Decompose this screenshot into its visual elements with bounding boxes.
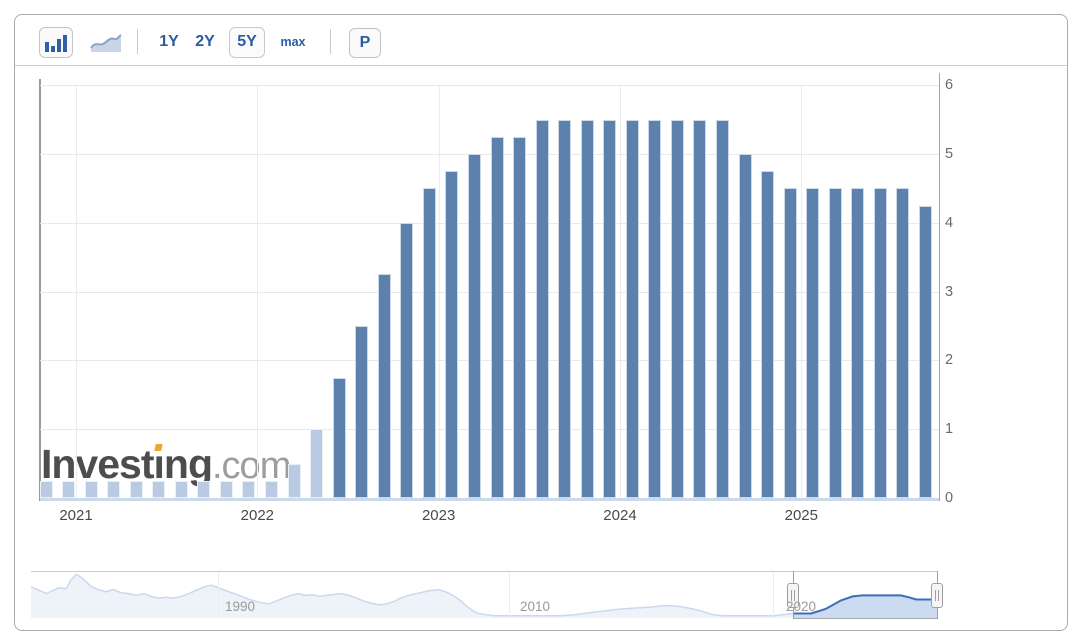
navigator-right-handle[interactable]	[931, 583, 943, 608]
rate-bar[interactable]	[580, 119, 594, 498]
rate-bar[interactable]	[513, 136, 527, 498]
range-button-2y[interactable]: 2Y	[195, 33, 215, 50]
navigator-history-line	[31, 573, 793, 617]
navigator-year-gridline	[773, 572, 774, 618]
bar-chart-type-button[interactable]	[39, 27, 73, 58]
y-gridline	[40, 222, 939, 224]
range-button-max[interactable]: max	[280, 35, 306, 49]
rate-bar[interactable]	[603, 119, 617, 498]
y-gridline	[40, 429, 939, 431]
rate-bar[interactable]	[219, 480, 233, 498]
y-axis-label: 4	[945, 214, 954, 231]
rate-bar[interactable]	[783, 188, 797, 498]
navigator-selected-line	[792, 594, 937, 615]
y-gridline	[40, 360, 939, 362]
year-gridline	[619, 85, 621, 498]
navigator-year-label: 2010	[519, 599, 551, 614]
rate-bar[interactable]	[670, 119, 684, 498]
navigator-mini-chart[interactable]	[31, 571, 937, 619]
rate-bar[interactable]	[490, 136, 504, 498]
year-gridline	[76, 85, 77, 498]
rate-bar[interactable]	[242, 480, 256, 498]
navigator-year-gridline	[509, 572, 510, 618]
rate-bar[interactable]	[716, 119, 729, 498]
rate-bar[interactable]	[152, 480, 166, 498]
y-axis-label: 5	[945, 146, 954, 162]
rate-bar[interactable]	[896, 188, 910, 498]
rate-bar[interactable]	[693, 119, 707, 498]
investing-watermark-logo: Investı ng.com	[41, 441, 291, 487]
x-axis-baseline	[40, 498, 939, 501]
navigator-year-label: 2020	[785, 599, 817, 614]
rate-bar[interactable]	[310, 429, 324, 498]
chart-toolbar: 1Y 2Y 5Y max P	[15, 15, 1067, 66]
navigator-year-label: 1990	[224, 599, 256, 614]
area-chart-icon	[90, 33, 122, 52]
y-gridline	[40, 291, 939, 293]
rate-bar[interactable]	[197, 480, 211, 498]
rate-bar[interactable]	[332, 377, 346, 498]
range-button-5y-selected[interactable]: 5Y	[229, 27, 265, 58]
rate-bar[interactable]	[648, 119, 662, 498]
x-axis-year-label: 2022	[240, 507, 275, 524]
y-axis-label: 1	[945, 421, 954, 438]
rate-bar[interactable]	[445, 171, 459, 498]
y-axis-label: 0	[945, 490, 954, 506]
navigator-history-area	[31, 574, 793, 618]
x-axis-year-label: 2021	[59, 507, 93, 524]
year-gridline	[438, 85, 440, 498]
navigator-left-handle[interactable]	[787, 583, 799, 608]
navigator-year-gridline	[218, 572, 219, 618]
rate-bar[interactable]	[873, 188, 887, 498]
x-axis-year-label: 2025	[784, 507, 818, 524]
y-axis-line-right	[938, 73, 940, 501]
y-gridline	[40, 85, 939, 87]
navigator-top-border	[31, 571, 937, 572]
bar-chart-icon	[45, 34, 67, 52]
rate-bar[interactable]	[129, 480, 143, 498]
rate-bar[interactable]	[84, 480, 98, 498]
rate-bar[interactable]	[828, 188, 842, 498]
rate-bar[interactable]	[287, 463, 301, 498]
rate-bar[interactable]	[377, 274, 391, 498]
rate-bar[interactable]	[265, 480, 278, 498]
rate-bar[interactable]	[355, 326, 369, 498]
watermark-orange-dot-icon	[153, 444, 163, 451]
toolbar-separator	[330, 29, 331, 54]
x-axis-year-label: 2024	[603, 507, 637, 524]
year-gridline	[801, 85, 803, 498]
rate-bar[interactable]	[851, 188, 865, 498]
rate-bar[interactable]	[107, 480, 121, 498]
rate-bar[interactable]	[761, 171, 775, 498]
rate-bar[interactable]	[467, 154, 481, 498]
rate-bar[interactable]	[422, 188, 436, 498]
y-axis-label: 3	[945, 283, 954, 300]
y-gridline	[40, 154, 939, 155]
rate-bar[interactable]	[400, 222, 414, 498]
rate-bar[interactable]	[39, 480, 53, 498]
rate-bar[interactable]	[62, 480, 76, 498]
navigator-selected-area[interactable]	[792, 595, 937, 618]
rate-bar[interactable]	[535, 119, 549, 498]
toolbar-separator	[137, 29, 138, 54]
rate-bar[interactable]	[738, 154, 752, 498]
rate-bar[interactable]	[806, 188, 820, 498]
rate-bar[interactable]	[558, 119, 572, 498]
year-gridline	[257, 85, 259, 498]
y-axis-label: 6	[945, 77, 954, 94]
x-axis-year-label: 2023	[421, 507, 456, 524]
navigator-selection-bottom-border	[793, 618, 937, 619]
y-axis-line-left	[39, 79, 41, 501]
chart-widget: 1Y 2Y 5Y max P Investı ng.com 0 1 2 3 4 5 6 2021…	[14, 14, 1068, 631]
rate-bar[interactable]	[625, 119, 639, 498]
p-button[interactable]: P	[349, 28, 381, 58]
area-chart-type-button[interactable]	[89, 29, 123, 56]
y-axis-label: 2	[945, 352, 954, 369]
rate-bar[interactable]	[918, 205, 932, 498]
rate-bar[interactable]	[174, 480, 188, 498]
range-button-1y[interactable]: 1Y	[159, 33, 179, 50]
